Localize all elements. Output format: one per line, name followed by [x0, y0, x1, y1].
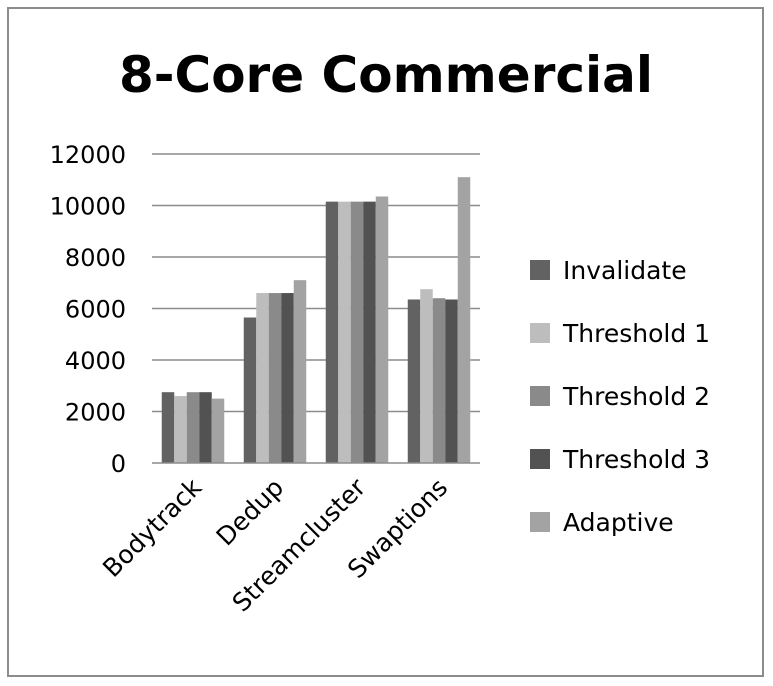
y-tick-label: 10000 — [50, 193, 126, 221]
bar — [375, 196, 389, 464]
bar — [445, 299, 458, 463]
legend-label: Adaptive — [563, 508, 674, 537]
y-tick-label: 4000 — [65, 347, 126, 375]
y-tick-labels: 0 2000 4000 6000 8000 10000 12000 — [50, 141, 126, 478]
bar — [268, 293, 282, 463]
bar — [293, 280, 307, 463]
bar — [256, 293, 269, 463]
bar — [363, 201, 376, 463]
legend: Invalidate Threshold 1 Threshold 2 Threshol… — [530, 256, 710, 537]
bars — [161, 177, 471, 464]
legend-label: Threshold 1 — [562, 319, 710, 348]
bar — [174, 396, 187, 463]
y-tick-label: 0 — [111, 450, 126, 478]
y-tick-label: 12000 — [50, 141, 126, 169]
bar — [350, 201, 364, 463]
legend-swatch — [530, 386, 550, 406]
legend-swatch — [530, 512, 550, 532]
x-tick-label: Dedup — [211, 473, 290, 552]
legend-label: Invalidate — [563, 256, 687, 285]
legend-label: Threshold 2 — [562, 382, 710, 411]
bar — [407, 299, 421, 463]
y-tick-label: 8000 — [65, 244, 126, 272]
legend-label: Threshold 3 — [562, 445, 710, 474]
bar — [211, 398, 225, 463]
y-tick-label: 2000 — [65, 399, 126, 427]
y-tick-label: 6000 — [65, 296, 126, 324]
bar — [338, 201, 351, 463]
bar — [420, 289, 433, 463]
x-tick-label: Bodytrack — [97, 472, 207, 582]
bar — [432, 298, 446, 463]
bar — [325, 201, 339, 463]
chart-title: 8-Core Commercial — [119, 46, 653, 104]
bar — [281, 293, 294, 463]
bar — [161, 392, 175, 463]
legend-swatch — [530, 449, 550, 469]
bar — [457, 177, 471, 464]
legend-swatch — [530, 323, 550, 343]
bar — [243, 317, 257, 463]
bar — [199, 392, 212, 463]
legend-swatch — [530, 260, 550, 280]
bar — [186, 392, 200, 463]
